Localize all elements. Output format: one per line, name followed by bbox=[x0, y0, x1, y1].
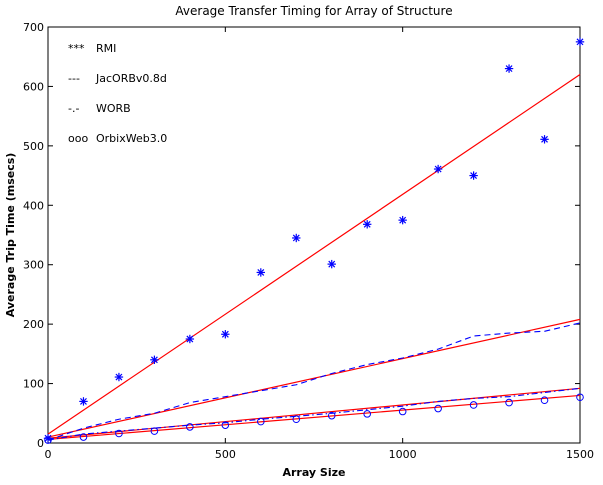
fit-line bbox=[47, 74, 581, 435]
fit-line bbox=[47, 394, 581, 441]
orbix-point bbox=[292, 415, 301, 424]
star-stroke bbox=[186, 335, 194, 343]
y-tick-label: 400 bbox=[23, 199, 44, 212]
series-line bbox=[47, 387, 581, 441]
rmi-point bbox=[79, 397, 88, 406]
star-stroke bbox=[434, 165, 442, 173]
legend-marker: ooo bbox=[68, 132, 88, 145]
x-axis-title: Array Size bbox=[282, 466, 345, 479]
orbix-point bbox=[327, 411, 336, 420]
legend-label: JacORBv0.8d bbox=[95, 72, 167, 85]
series-layer bbox=[43, 37, 585, 444]
star-stroke bbox=[505, 65, 513, 73]
orbix-point bbox=[434, 404, 442, 413]
legend-marker: *** bbox=[68, 42, 85, 55]
orbix-point bbox=[221, 421, 230, 429]
star-stroke bbox=[80, 397, 87, 405]
orbix-point bbox=[44, 436, 52, 444]
y-tick-label: 600 bbox=[23, 80, 44, 93]
star-stroke bbox=[257, 268, 265, 276]
rmi-point bbox=[504, 64, 514, 73]
x-tick-label: 1000 bbox=[389, 448, 417, 461]
series-worb bbox=[47, 387, 581, 441]
rmi-point bbox=[363, 220, 372, 229]
orbix-point bbox=[257, 417, 265, 426]
y-tick-label: 100 bbox=[23, 378, 44, 391]
rmi-point bbox=[256, 268, 265, 277]
rmi-point bbox=[327, 259, 336, 269]
rmi-point bbox=[114, 372, 124, 382]
star-stroke bbox=[292, 234, 300, 242]
star-stroke bbox=[115, 373, 123, 381]
legend-label: OrbixWeb3.0 bbox=[96, 132, 167, 145]
fit-lines bbox=[47, 74, 581, 441]
rmi-point bbox=[292, 233, 301, 243]
y-tick-label: 0 bbox=[37, 437, 44, 450]
star-stroke bbox=[44, 434, 52, 442]
legend-marker: -.- bbox=[68, 102, 79, 115]
series-orbixweb3-0 bbox=[44, 393, 584, 444]
star-stroke bbox=[221, 330, 229, 338]
star-stroke bbox=[541, 135, 548, 143]
rmi-point bbox=[433, 164, 443, 174]
rmi-point bbox=[575, 37, 585, 47]
y-tick-label: 700 bbox=[23, 21, 44, 34]
rmi-point bbox=[185, 334, 195, 344]
rmi-point bbox=[469, 171, 478, 180]
star-stroke bbox=[470, 172, 478, 180]
legend-label: WORB bbox=[96, 102, 131, 115]
star-stroke bbox=[328, 260, 336, 268]
star-stroke bbox=[150, 356, 158, 364]
rmi-point bbox=[540, 135, 549, 144]
x-tick-label: 1500 bbox=[566, 448, 594, 461]
orbix-point bbox=[115, 429, 123, 438]
legend-label: RMI bbox=[96, 42, 116, 55]
orbix-point bbox=[540, 396, 549, 405]
chart-title: Average Transfer Timing for Array of Str… bbox=[175, 4, 452, 18]
fit-line bbox=[47, 387, 581, 439]
orbix-point bbox=[150, 427, 159, 435]
orbix-point bbox=[398, 407, 407, 416]
star-stroke bbox=[363, 220, 371, 228]
y-tick-label: 300 bbox=[23, 259, 44, 272]
star-stroke bbox=[399, 216, 407, 224]
x-tick-label: 500 bbox=[215, 448, 236, 461]
orbix-point bbox=[186, 423, 194, 431]
rmi-point bbox=[221, 330, 230, 339]
fit-line bbox=[47, 318, 581, 438]
orbix-point bbox=[79, 433, 88, 441]
orbix-point bbox=[363, 410, 372, 418]
orbix-point bbox=[505, 398, 513, 407]
y-tick-label: 200 bbox=[23, 318, 44, 331]
legend: *** RMI --- JacORBv0.8d -.- WORB ooo OrbixWeb3.… bbox=[68, 42, 167, 145]
series-line bbox=[47, 322, 581, 441]
series-jacorbv0-8d bbox=[47, 322, 581, 441]
orbix-point bbox=[469, 401, 478, 409]
axis-ticks: 0 500 1000 1500 0 100 200 300 400 500 600 700 bbox=[23, 21, 594, 461]
y-axis-title: Average Trip Time (msecs) bbox=[4, 153, 17, 318]
legend-marker: --- bbox=[68, 72, 80, 85]
x-tick-label: 0 bbox=[45, 448, 52, 461]
star-stroke bbox=[576, 38, 584, 46]
rmi-point bbox=[398, 215, 407, 225]
rmi-point bbox=[150, 355, 159, 364]
orbix-point bbox=[576, 393, 584, 402]
y-tick-label: 500 bbox=[23, 140, 44, 153]
